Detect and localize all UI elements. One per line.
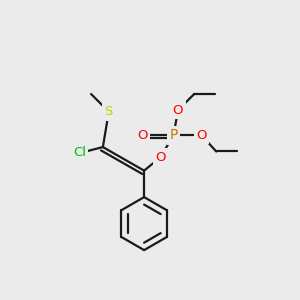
Text: O: O <box>196 129 207 142</box>
Text: S: S <box>105 105 113 118</box>
Text: P: P <box>169 128 178 142</box>
Text: O: O <box>137 129 148 142</box>
Text: O: O <box>155 151 166 164</box>
Text: Cl: Cl <box>73 146 86 159</box>
Text: O: O <box>173 104 183 117</box>
